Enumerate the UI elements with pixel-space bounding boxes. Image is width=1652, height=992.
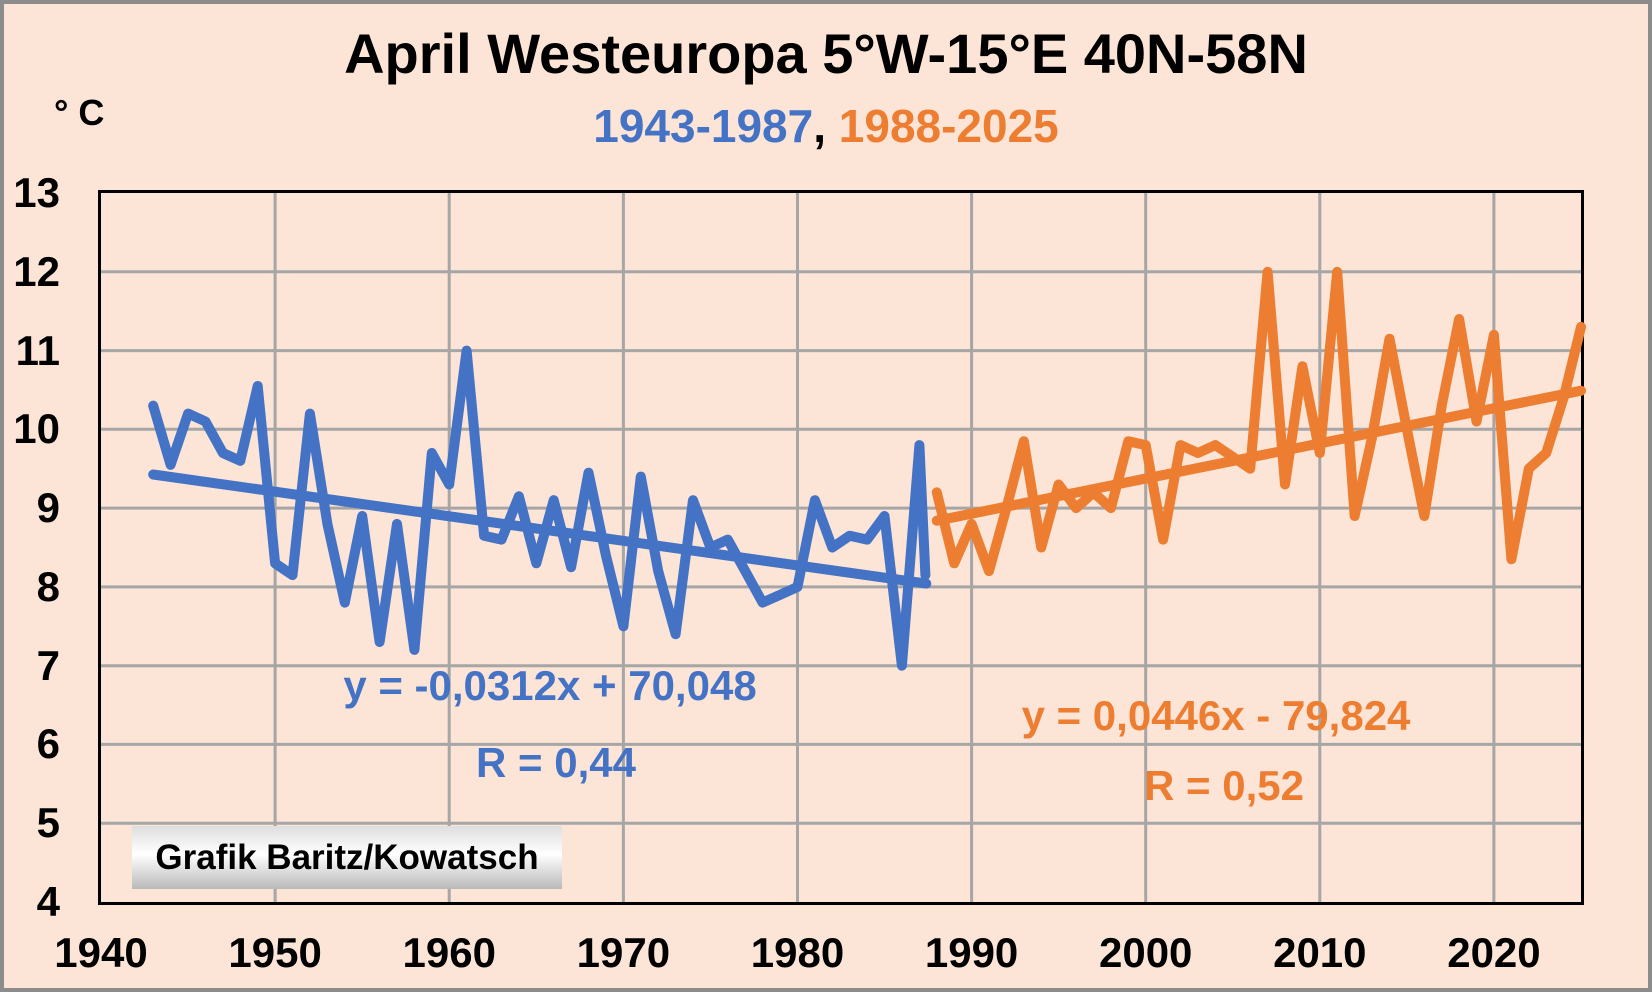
x-tick-label: 2000 [1098, 929, 1193, 976]
subtitle-separator: , [813, 100, 839, 152]
y-tick-label: 7 [36, 641, 60, 689]
x-tick-label: 1980 [750, 929, 845, 976]
y-tick-label: 9 [36, 484, 60, 532]
chart-canvas [101, 193, 1586, 902]
x-tick-label: 2020 [1447, 929, 1541, 976]
y-tick-label: 6 [36, 720, 60, 768]
x-tick-label: 2010 [1273, 929, 1367, 976]
y-tick-label: 10 [13, 405, 60, 453]
x-tick-label: 1970 [576, 929, 671, 976]
watermark-credit: Grafik Baritz/Kowatsch [132, 826, 562, 889]
x-tick-label: 1960 [402, 929, 496, 976]
blue-trend-equation: y = -0,0312x + 70,048 [343, 662, 757, 709]
x-tick-label: 1940 [54, 929, 148, 976]
orange-trend-correlation: R = 0,52 [1144, 762, 1304, 809]
chart-subtitle: 1943-1987, 1988-2025 [4, 100, 1648, 152]
y-tick-label: 5 [36, 799, 60, 847]
subtitle-period-orange: 1988-2025 [838, 100, 1059, 152]
y-tick-label: 4 [36, 878, 60, 925]
plot-area [98, 190, 1586, 905]
subtitle-period-blue: 1943-1987 [593, 100, 814, 152]
y-axis-unit-label: ° C [54, 92, 105, 133]
x-tick-label: 1950 [228, 929, 322, 976]
chart-title: April Westeuropa 5°W-15°E 40N-58N [344, 22, 1308, 85]
blue-data-line [148, 345, 931, 671]
y-tick-label: 8 [36, 562, 60, 610]
orange-data-line [931, 266, 1586, 577]
orange-trend-equation: y = 0,0446x - 79,824 [1021, 692, 1411, 739]
y-tick-label: 12 [13, 247, 60, 295]
blue-trend-correlation: R = 0,44 [476, 739, 636, 786]
x-tick-label: 1990 [924, 929, 1019, 976]
y-tick-label: 13 [13, 169, 60, 216]
y-tick-label: 11 [15, 326, 60, 374]
